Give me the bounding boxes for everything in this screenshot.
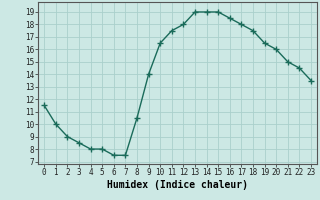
X-axis label: Humidex (Indice chaleur): Humidex (Indice chaleur): [107, 180, 248, 190]
